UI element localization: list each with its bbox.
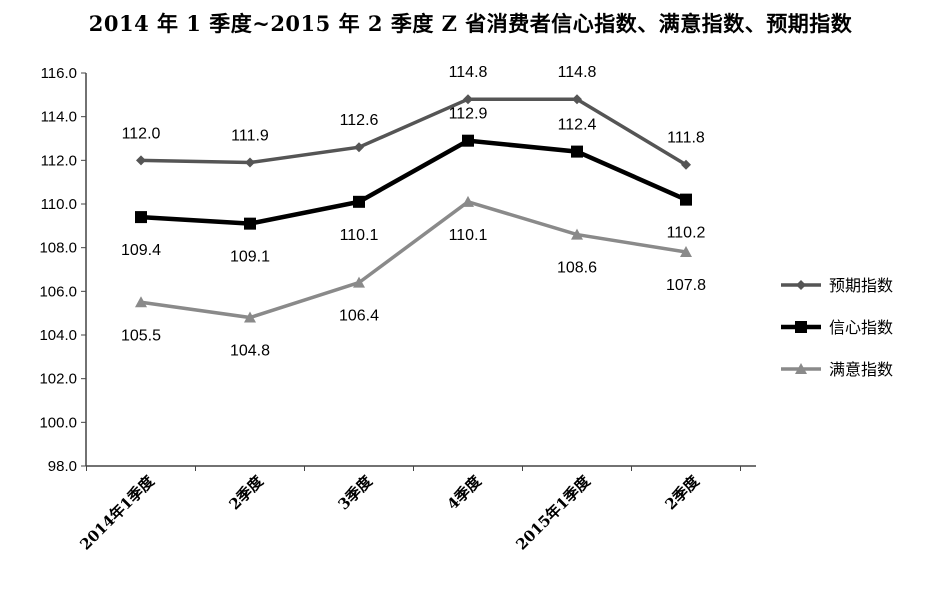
data-label: 110.1 bbox=[340, 227, 379, 244]
data-label: 111.9 bbox=[231, 128, 269, 145]
y-tick-label: 100.0 bbox=[39, 414, 77, 431]
data-point bbox=[572, 94, 582, 105]
legend-marker bbox=[795, 321, 807, 333]
data-label: 110.2 bbox=[667, 225, 706, 242]
chart-title: 2014 年 1 季度~2015 年 2 季度 Z 省消费者信心指数、满意指数、… bbox=[88, 11, 853, 36]
legend-marker bbox=[795, 363, 807, 374]
data-point bbox=[244, 311, 256, 323]
x-tick-label: 2014年1季度 bbox=[76, 471, 158, 553]
legend-label: 信心指数 bbox=[829, 318, 893, 337]
data-label: 106.4 bbox=[339, 308, 379, 325]
data-point bbox=[680, 246, 692, 258]
data-label: 111.8 bbox=[667, 130, 705, 147]
data-point bbox=[135, 296, 147, 308]
data-point bbox=[353, 195, 365, 208]
y-tick-label: 114.0 bbox=[41, 109, 77, 126]
data-point bbox=[681, 159, 691, 170]
y-tick-label: 102.0 bbox=[39, 371, 77, 388]
series-line bbox=[140, 97, 687, 167]
data-label: 104.8 bbox=[230, 343, 270, 360]
series-line bbox=[140, 138, 687, 226]
data-label: 105.5 bbox=[121, 327, 161, 344]
y-tick-label: 104.0 bbox=[39, 327, 77, 344]
data-label: 112.9 bbox=[449, 106, 488, 123]
y-tick-label: 98.0 bbox=[48, 458, 77, 475]
legend-label: 满意指数 bbox=[829, 360, 893, 379]
data-point bbox=[463, 94, 473, 105]
x-tick-label: 2季度 bbox=[226, 471, 268, 513]
data-point bbox=[245, 157, 255, 168]
y-tick-label: 106.0 bbox=[39, 283, 77, 300]
data-point bbox=[680, 193, 692, 206]
y-tick-label: 108.0 bbox=[39, 240, 77, 257]
data-label: 109.1 bbox=[230, 249, 270, 266]
data-label: 108.6 bbox=[557, 260, 597, 277]
data-point bbox=[136, 155, 146, 166]
data-label: 110.1 bbox=[449, 227, 488, 244]
data-point bbox=[462, 134, 474, 147]
y-tick-label: 112.0 bbox=[41, 152, 77, 169]
data-point bbox=[571, 228, 583, 240]
y-tick-label: 116.0 bbox=[41, 65, 77, 82]
data-point bbox=[462, 195, 474, 207]
axes bbox=[85, 73, 756, 467]
data-label: 107.8 bbox=[666, 277, 706, 294]
data-label: 114.8 bbox=[558, 64, 597, 81]
data-label: 114.8 bbox=[449, 64, 488, 81]
data-point bbox=[135, 211, 147, 224]
data-point bbox=[571, 145, 583, 158]
x-axis-ticks: 2014年1季度 2季度 3季度 4季度 2015年1季度 2季度 bbox=[76, 466, 741, 554]
x-tick-label: 2季度 bbox=[662, 471, 704, 513]
data-label: 112.0 bbox=[122, 125, 161, 142]
legend-marker bbox=[796, 280, 806, 290]
x-tick-label: 3季度 bbox=[335, 471, 377, 513]
legend-label: 预期指数 bbox=[829, 276, 893, 295]
x-tick-label: 2015年1季度 bbox=[512, 471, 594, 553]
data-label: 109.4 bbox=[121, 242, 161, 259]
data-point bbox=[244, 217, 256, 230]
y-tick-label: 110.0 bbox=[41, 196, 77, 213]
data-label: 112.4 bbox=[558, 117, 597, 134]
data-point bbox=[354, 142, 364, 153]
x-tick-label: 4季度 bbox=[444, 471, 486, 513]
data-point bbox=[353, 276, 365, 288]
y-axis-ticks: 98.0 100.0 102.0 104.0 106.0 108.0 110.0 112.0 1… bbox=[39, 65, 86, 475]
data-label: 112.6 bbox=[340, 112, 379, 129]
series-group bbox=[135, 94, 692, 323]
data-labels: 112.0 111.9 112.6 114.8 114.8 111.8 109.4 109.1… bbox=[121, 64, 706, 359]
series-line bbox=[140, 199, 687, 320]
